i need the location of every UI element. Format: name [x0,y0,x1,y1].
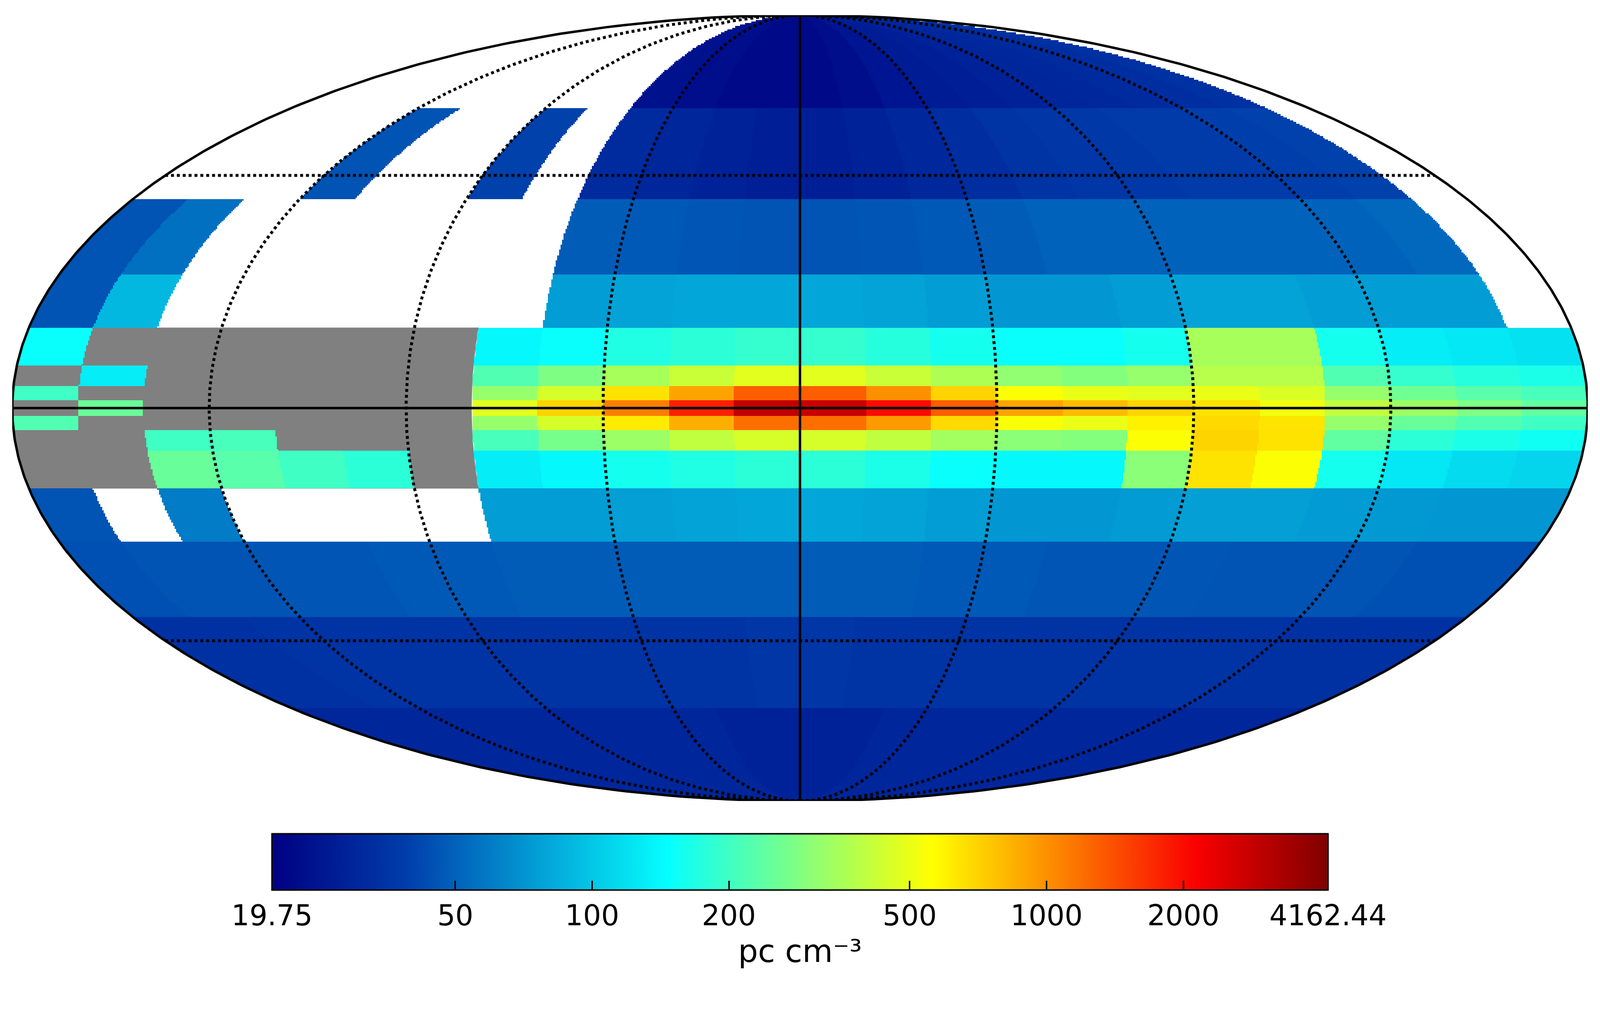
svg-text:500: 500 [882,898,938,932]
svg-text:2000: 2000 [1147,898,1220,932]
svg-text:50: 50 [437,898,474,932]
svg-text:100: 100 [564,898,620,932]
svg-text:19.75: 19.75 [231,898,313,932]
svg-text:200: 200 [701,898,757,932]
svg-text:1000: 1000 [1010,898,1083,932]
svg-text:pc cm⁻³: pc cm⁻³ [738,932,862,970]
svg-text:4162.44: 4162.44 [1269,898,1387,932]
